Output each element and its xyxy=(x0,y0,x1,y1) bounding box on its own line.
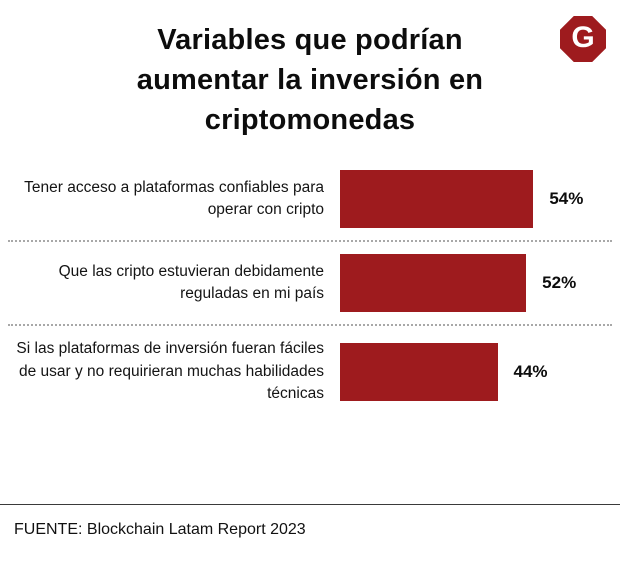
category-label: Si las plataformas de inversión fueran f… xyxy=(16,340,324,402)
footer-divider xyxy=(0,504,620,505)
bar xyxy=(340,342,498,401)
chart-row: Que las cripto estuvieran debidamente re… xyxy=(0,242,620,324)
value-label: 44% xyxy=(513,361,548,381)
dotted-divider xyxy=(8,324,612,327)
source-text: FUENTE: Blockchain Latam Report 2023 xyxy=(14,521,306,538)
value-label: 54% xyxy=(549,189,584,209)
chart-row: Tener acceso a plataformas confiables pa… xyxy=(0,158,620,240)
dotted-divider xyxy=(8,240,612,243)
gestion-logo: G xyxy=(560,16,606,62)
value-label: 52% xyxy=(542,273,577,293)
bar-chart: Tener acceso a plataformas confiables pa… xyxy=(0,158,620,417)
header: Variables que podrían aumentar la invers… xyxy=(0,0,620,140)
page-title: Variables que podrían aumentar la invers… xyxy=(136,24,484,137)
category-label: Que las cripto estuvieran debidamente re… xyxy=(58,262,324,303)
chart-row: Si las plataformas de inversión fueran f… xyxy=(0,326,620,417)
bar xyxy=(340,170,534,229)
bar xyxy=(340,254,527,313)
category-label: Tener acceso a plataformas confiables pa… xyxy=(24,178,324,219)
logo-letter-icon: G xyxy=(571,21,595,54)
